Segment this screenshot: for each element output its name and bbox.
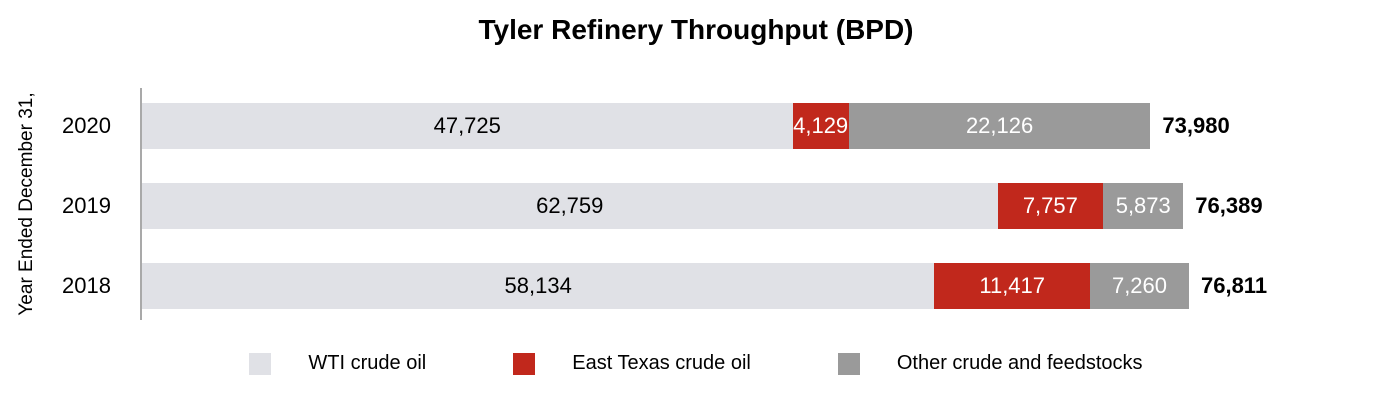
bar-segment-east-texas-crude-oil: 11,417: [934, 263, 1090, 309]
legend-item-east-texas-crude-oil: East Texas crude oil: [513, 352, 751, 375]
legend-swatch-east-texas-crude-oil: [513, 352, 536, 375]
bar-row-2019: 2019 62,759 7,757 5,873 76,389: [0, 183, 1392, 229]
segment-value-label: 11,417: [979, 273, 1046, 298]
year-label: 2019: [62, 193, 111, 218]
segment-value-label: 7,757: [1022, 193, 1078, 218]
bar-segment-wti-crude-oil: 62,759: [142, 183, 998, 229]
bar-segment-other-crude-and-feedstocks: 5,873: [1103, 183, 1184, 229]
legend-item-other-crude-and-feedstocks: Other crude and feedstocks: [837, 352, 1143, 375]
bar-row-2020: 2020 47,725 4,129 22,126 73,980: [0, 103, 1392, 149]
segment-value-label: 4,129: [793, 113, 849, 138]
segment-value-label: 47,725: [433, 113, 501, 138]
bar-segment-east-texas-crude-oil: 7,757: [997, 183, 1104, 229]
bar-total-label: 76,811: [1200, 273, 1268, 298]
plot-area: Year Ended December 31, 2020 47,725 4,129 2…: [0, 88, 1392, 320]
bar-row-2018: 2018 58,134 11,417 7,260 76,811: [0, 263, 1392, 309]
bar-total-label: 73,980: [1162, 113, 1230, 138]
y-axis-line: [140, 88, 142, 320]
segment-value-label: 7,260: [1111, 273, 1168, 298]
segment-value-label: 22,126: [965, 113, 1034, 138]
segment-value-label: 5,873: [1115, 193, 1171, 218]
bar-segment-wti-crude-oil: 47,725: [142, 103, 793, 149]
year-label: 2020: [62, 113, 111, 138]
legend: WTI crude oil East Texas crude oil Other c…: [0, 352, 1392, 375]
legend-label: WTI crude oil: [308, 352, 427, 374]
legend-swatch-wti-crude-oil: [249, 352, 272, 375]
legend-label: East Texas crude oil: [572, 352, 751, 374]
bar-segment-east-texas-crude-oil: 4,129: [792, 103, 849, 149]
segment-value-label: 58,134: [504, 273, 572, 298]
bar-segment-other-crude-and-feedstocks: 22,126: [848, 103, 1151, 149]
chart-title: Tyler Refinery Throughput (BPD): [478, 14, 914, 45]
segment-value-label: 62,759: [536, 193, 604, 218]
bar-segment-other-crude-and-feedstocks: 7,260: [1089, 263, 1189, 309]
year-label: 2018: [62, 273, 111, 298]
bar-rows: 2020 47,725 4,129 22,126 73,980 2019 62,759 7,7…: [0, 88, 1392, 309]
bar-segment-wti-crude-oil: 58,134: [142, 263, 935, 309]
bar-total-label: 76,389: [1195, 193, 1263, 218]
legend-item-wti-crude-oil: WTI crude oil: [249, 352, 426, 375]
legend-label: Other crude and feedstocks: [896, 352, 1143, 374]
legend-swatch-other-crude-and-feedstocks: [837, 352, 860, 375]
